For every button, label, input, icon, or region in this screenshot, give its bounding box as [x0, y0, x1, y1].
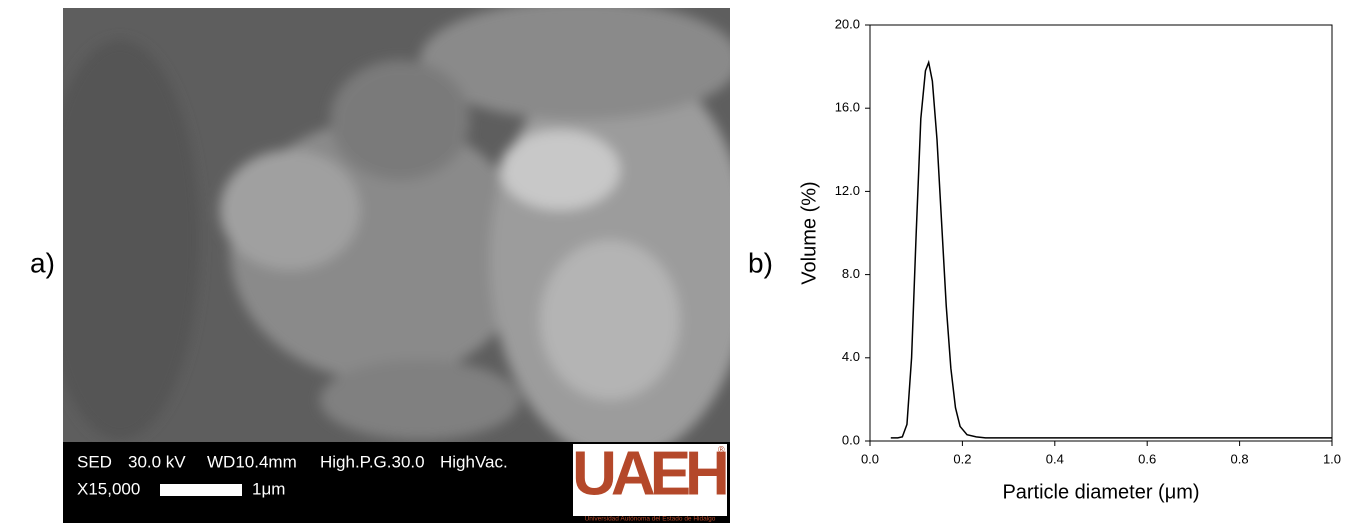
y-tick-label: 8.0: [842, 266, 860, 281]
y-tick-label: 20.0: [835, 16, 860, 31]
y-tick-label: 4.0: [842, 349, 860, 364]
y-tick-label: 0.0: [842, 432, 860, 447]
sem-image: [63, 8, 730, 442]
logo: UAEH ® Universidad Autónoma del Estado d…: [572, 439, 732, 523]
sem-info-text: WD10.4mm: [207, 452, 297, 471]
chart: Particle diameter (μm) Volume (%) 0.0 0.2…: [798, 16, 1341, 503]
sem-info-text: SED: [77, 452, 112, 471]
sem-info-text: 1μm: [252, 479, 285, 498]
x-tick-label: 1.0: [1323, 451, 1341, 466]
x-tick-label: 0.6: [1138, 451, 1156, 466]
logo-mark: ®: [718, 444, 725, 454]
x-tick-label: 0.2: [953, 451, 971, 466]
logo-text: UAEH: [572, 439, 726, 508]
y-tick-label: 12.0: [835, 183, 860, 198]
y-axis-label: Volume (%): [798, 181, 820, 284]
scale-bar: [160, 484, 242, 496]
x-tick-label: 0.8: [1231, 451, 1249, 466]
sem-info-text: X15,000: [77, 479, 140, 498]
plot-frame: [869, 24, 1333, 442]
data-line: [890, 59, 1332, 439]
x-tick-label: 0.4: [1046, 451, 1064, 466]
x-tick-label: 0.0: [861, 451, 879, 466]
sem-info-text: High.P.G.30.0: [320, 452, 425, 471]
panel-label: a): [30, 247, 55, 278]
x-axis-label: Particle diameter (μm): [1002, 481, 1199, 503]
sem-info: SED 30.0 kV WD10.4mm High.P.G.30.0 HighV…: [77, 452, 508, 498]
y-tick-label: 16.0: [835, 100, 860, 115]
sem-info-text: HighVac.: [440, 452, 508, 471]
panel-label: b): [748, 247, 773, 278]
sem-info-text: 30.0 kV: [128, 452, 186, 471]
logo-caption: Universidad Autónoma del Estado de Hidal…: [585, 516, 716, 523]
